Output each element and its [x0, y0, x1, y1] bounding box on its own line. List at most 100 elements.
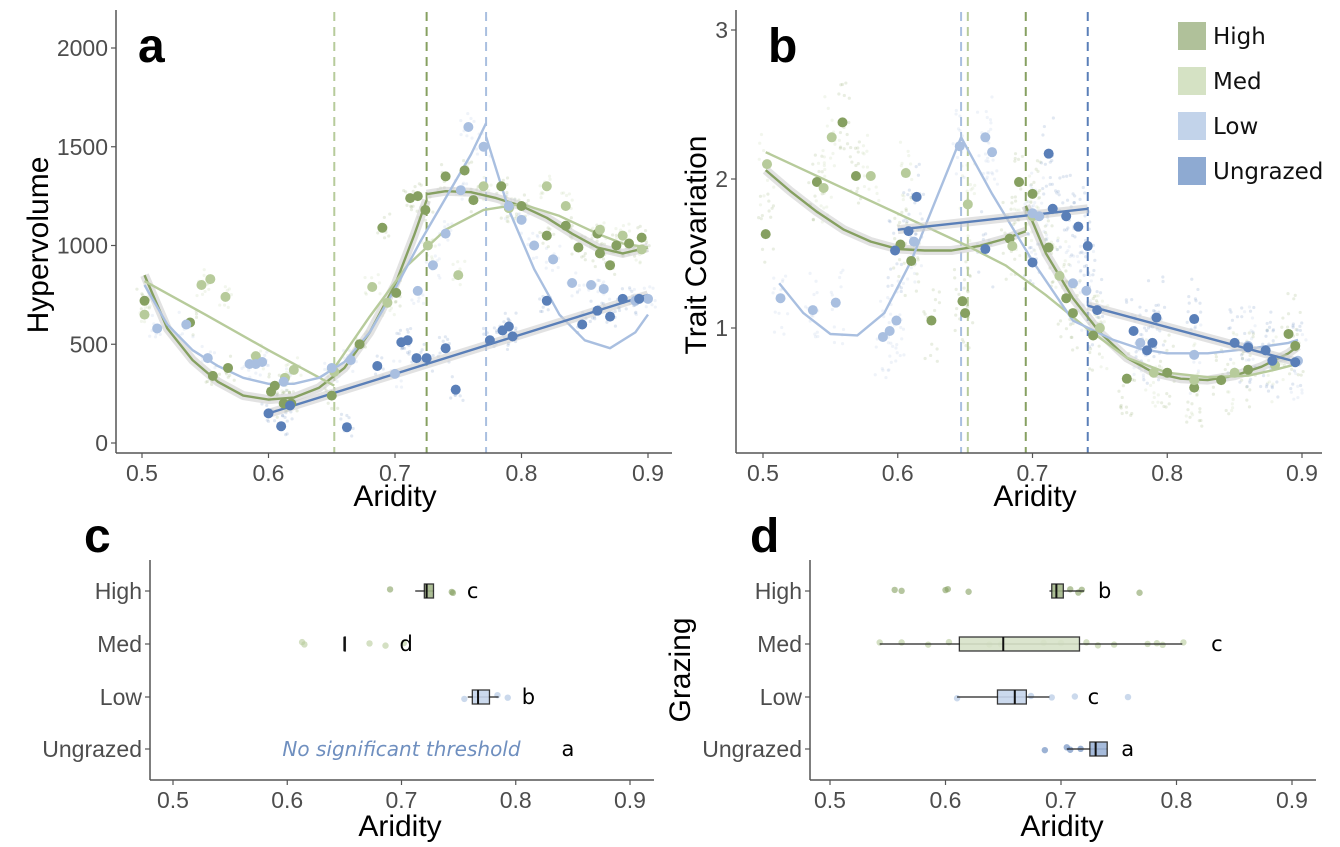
data-point-high	[139, 295, 150, 306]
raw-observation-dot	[1056, 236, 1060, 240]
fit-line-low	[484, 136, 649, 350]
raw-observation-dot	[431, 354, 435, 358]
x-tick-label: 0.8	[500, 787, 532, 813]
raw-observation-dot	[470, 136, 474, 140]
raw-observation-dot	[288, 373, 293, 377]
raw-observation-dot	[1032, 248, 1036, 252]
raw-observation-dot	[969, 188, 973, 192]
raw-observation-dot	[1158, 329, 1162, 333]
raw-observation-dot	[323, 367, 327, 372]
box-high: c	[386, 579, 478, 603]
raw-observation-dot	[1252, 305, 1256, 310]
raw-observation-dot	[1193, 342, 1197, 346]
box-iqr	[471, 689, 491, 705]
raw-observation-dot	[1243, 331, 1247, 336]
raw-observation-dot	[1239, 353, 1244, 357]
raw-observation-dot	[461, 181, 466, 185]
raw-observation-dot	[146, 305, 150, 309]
raw-observation-dot	[909, 162, 913, 166]
data-point-low	[1067, 278, 1078, 289]
data-point-high	[1061, 293, 1072, 304]
raw-observation-dot	[896, 279, 900, 283]
raw-observation-dot	[894, 359, 898, 363]
raw-observation-dot	[1300, 391, 1304, 395]
raw-observation-dot	[973, 183, 977, 188]
raw-observation-dot	[897, 274, 901, 279]
raw-observation-dot	[1089, 279, 1093, 283]
data-point-high	[459, 165, 470, 176]
raw-observation-dot	[977, 154, 981, 158]
raw-observation-dot	[503, 217, 507, 221]
raw-observation-dot	[813, 153, 817, 157]
raw-observation-dot	[907, 188, 911, 192]
raw-observation-dot	[1070, 253, 1074, 257]
raw-observation-dot	[1251, 335, 1255, 339]
raw-observation-dot	[583, 252, 587, 256]
raw-observation-dot	[895, 342, 899, 347]
panel-d-x-axis-title: Aridity	[1020, 810, 1103, 843]
significance-letter: c	[1211, 632, 1223, 656]
threshold-estimate-dot	[924, 641, 932, 648]
raw-observation-dot	[1048, 175, 1052, 180]
raw-observation-dot	[904, 209, 908, 213]
x-tick-label: 0.9	[1276, 787, 1308, 813]
data-point-ungrazed	[980, 244, 991, 255]
raw-observation-dot	[823, 95, 827, 99]
raw-observation-dot	[1142, 326, 1147, 330]
raw-observation-dot	[501, 178, 505, 183]
raw-observation-dot	[1090, 368, 1095, 372]
raw-observation-dot	[431, 210, 435, 214]
data-point-med	[382, 297, 393, 308]
raw-observation-dot	[1013, 257, 1017, 261]
raw-observation-dot	[779, 288, 783, 292]
raw-observation-dot	[505, 215, 509, 219]
x-tick-label: 0.6	[882, 460, 914, 486]
raw-observation-dot	[889, 267, 893, 271]
raw-observation-dot	[816, 334, 820, 339]
raw-observation-dot	[1250, 316, 1255, 320]
data-point-med	[865, 171, 876, 182]
raw-observation-dot	[765, 178, 770, 182]
raw-observation-dot	[266, 363, 270, 368]
raw-observation-dot	[1292, 297, 1296, 301]
data-point-ungrazed	[634, 293, 645, 304]
raw-observation-dot	[613, 272, 617, 276]
raw-observation-dot	[437, 257, 441, 261]
raw-observation-dot	[1095, 315, 1099, 319]
raw-observation-dot	[265, 403, 269, 408]
raw-observation-dot	[1238, 380, 1242, 384]
raw-observation-dot	[1153, 404, 1157, 408]
raw-observation-dot	[1291, 324, 1295, 328]
raw-observation-dot	[954, 287, 958, 291]
panel-b-letter: b	[768, 20, 797, 73]
raw-observation-dot	[1093, 258, 1097, 262]
raw-observation-dot	[472, 119, 476, 124]
raw-observation-dot	[955, 155, 960, 160]
raw-observation-dot	[954, 112, 958, 116]
raw-observation-dot	[541, 191, 545, 195]
raw-observation-dot	[901, 281, 906, 285]
fit-line-med	[967, 245, 1299, 379]
raw-observation-dot	[1268, 320, 1272, 324]
raw-observation-dot	[1281, 377, 1285, 382]
raw-observation-dot	[380, 356, 384, 360]
y-category-label: Ungrazed	[702, 736, 802, 762]
raw-observation-dot	[580, 255, 584, 259]
raw-observation-dot	[265, 350, 269, 354]
data-point-ungrazed	[411, 353, 422, 364]
raw-observation-dot	[783, 274, 788, 278]
data-point-high	[541, 230, 552, 241]
raw-observation-dot	[1094, 294, 1098, 298]
raw-observation-dot	[1281, 316, 1285, 320]
raw-observation-dot	[1167, 402, 1171, 406]
raw-observation-dot	[1010, 201, 1014, 205]
raw-observation-dot	[1160, 401, 1164, 405]
data-point-med	[617, 230, 628, 241]
raw-observation-dot	[777, 311, 781, 315]
raw-observation-dot	[1056, 189, 1060, 194]
raw-observation-dot	[861, 144, 866, 148]
raw-observation-dot	[906, 149, 910, 154]
raw-observation-dot	[830, 307, 834, 312]
raw-observation-dot	[1141, 373, 1146, 377]
